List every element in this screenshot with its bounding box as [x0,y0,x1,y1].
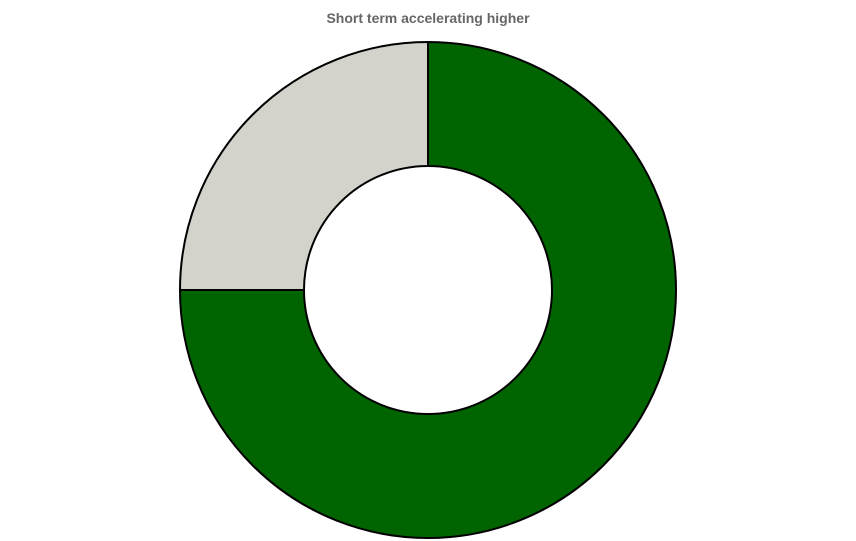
donut-slice-1 [178,40,429,291]
chart-title: Short term accelerating higher [326,10,530,26]
donut-slice-0 [178,40,677,539]
